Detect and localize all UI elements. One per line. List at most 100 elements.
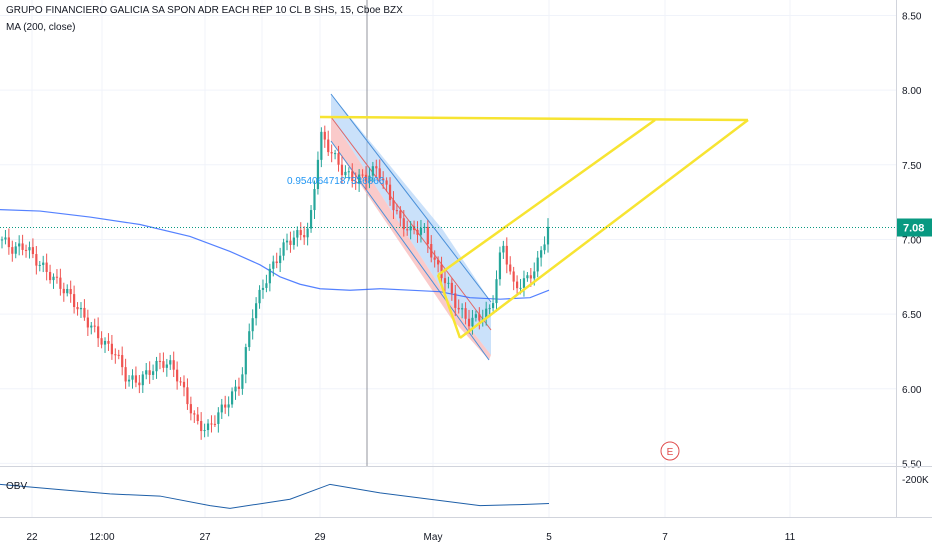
candle-body (55, 276, 59, 278)
candle-body (7, 237, 10, 248)
candle-body (543, 244, 546, 251)
candle-body (248, 331, 251, 348)
candle-body (282, 242, 285, 256)
candle-body (138, 382, 141, 386)
candle-body (502, 245, 505, 253)
candle-body (213, 423, 217, 425)
candle-body (114, 354, 117, 356)
candle-body (358, 174, 361, 184)
candle-body (416, 229, 419, 235)
candle-body (392, 200, 395, 211)
candle-body (28, 247, 31, 251)
candle-body (203, 430, 206, 432)
candle-body (182, 381, 186, 388)
candle-body (62, 288, 65, 294)
candle-body (42, 262, 45, 265)
candle-body (230, 391, 234, 405)
candle-body (402, 218, 405, 230)
candle-body (24, 249, 28, 251)
candle-body (491, 303, 495, 309)
candle-body (100, 338, 103, 345)
candle-body (426, 226, 429, 245)
price-tick-label: 6.00 (902, 385, 922, 396)
time-tick-label: 11 (785, 532, 796, 543)
candle-body (110, 343, 113, 355)
time-tick-label: 7 (662, 532, 668, 543)
candles (0, 125, 550, 440)
candle-body (395, 210, 399, 212)
candle-body (121, 355, 124, 368)
candle-body (234, 386, 237, 392)
triangle-inner-line (437, 118, 656, 277)
candle-body (296, 230, 299, 238)
indicator-label: MA (200, close) (6, 22, 76, 33)
candle-body (378, 168, 381, 179)
candle-body (333, 153, 337, 155)
candle-body (224, 404, 227, 408)
candle-body (31, 247, 35, 255)
candle-body (519, 287, 522, 289)
candle-body (196, 414, 199, 421)
candle-body (303, 235, 306, 238)
candle-body (533, 271, 536, 279)
candle-body (485, 308, 488, 319)
candle-body (90, 325, 93, 328)
candle-body (158, 360, 162, 362)
moving-average (0, 208, 550, 300)
drawings-foreground: 0.9540647187336866 E (0, 115, 896, 461)
candle-body (93, 325, 96, 327)
axes: 8.50 8.00 7.50 7.00 6.50 6.00 5.50 22 12:00 27 29 M… (0, 0, 932, 543)
candle-body (498, 252, 502, 280)
candle-body (316, 159, 320, 190)
candle-body (457, 307, 460, 310)
candle-body (200, 420, 203, 432)
last-price-tag (897, 218, 932, 237)
candle-body (127, 379, 131, 382)
candle-body (443, 278, 447, 284)
candle-body (241, 374, 244, 389)
candle-body (536, 257, 539, 272)
candle-body (0, 239, 4, 241)
candle-body (509, 264, 512, 272)
candle-body (151, 371, 155, 375)
candle-body (368, 175, 371, 182)
price-tick-label: 8.50 (902, 12, 922, 23)
price-tick-label: 8.00 (902, 86, 922, 97)
candle-body (306, 228, 309, 238)
candle-body (320, 131, 323, 160)
candle-body (237, 386, 241, 389)
candle-body (454, 293, 457, 308)
candle-body (124, 367, 127, 382)
candle-body (141, 374, 144, 386)
candle-body (437, 259, 440, 265)
candle-body (522, 278, 526, 288)
candle-body (4, 237, 7, 240)
candle-body (97, 326, 100, 339)
candle-body (354, 181, 357, 184)
candle-body (515, 281, 519, 289)
obv-line (0, 483, 550, 509)
candle-body (134, 375, 138, 383)
candle-body (285, 240, 289, 243)
candle-body (279, 255, 282, 264)
candle-body (103, 340, 107, 345)
obv-tick-label: -200K (902, 475, 929, 486)
candle-body (165, 364, 168, 368)
candle-body (327, 139, 330, 153)
candle-body (179, 381, 182, 383)
candle-body (361, 174, 364, 176)
candle-body (382, 178, 385, 181)
time-tick-label: 12:00 (89, 532, 114, 543)
candle-body (18, 243, 21, 247)
candle-body (217, 412, 220, 424)
candle-body (309, 210, 313, 229)
candle-body (45, 262, 48, 272)
candle-body (206, 423, 210, 431)
candle-body (117, 354, 120, 356)
candle-body (131, 375, 134, 380)
obv-label: OBV (6, 481, 28, 492)
candle-body (330, 152, 333, 154)
candle-body (268, 268, 271, 284)
